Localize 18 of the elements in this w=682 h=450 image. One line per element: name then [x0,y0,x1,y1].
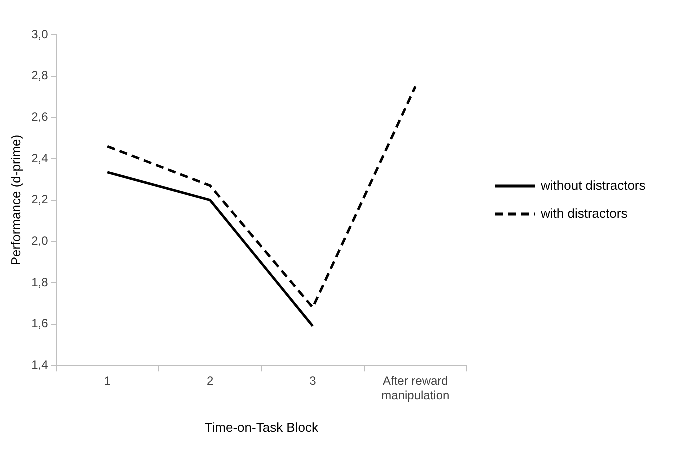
y-tick-label: 3,0 [32,27,49,42]
y-tick-label: 1,8 [32,275,49,290]
y-tick-label: 1,6 [32,316,49,331]
x-tick-label: 3 [310,374,317,388]
y-tick-label: 2,8 [32,68,49,83]
y-tick-label: 2,4 [32,151,49,166]
y-tick-label: 1,4 [32,358,49,372]
y-tick-label: 2,2 [32,192,49,207]
y-tick-label: 2,0 [32,234,49,248]
legend-label: with distractors [540,206,628,221]
line-series [106,85,417,309]
x-tick-label: After reward manipulation [382,374,450,403]
y-tick-label: 2,6 [32,110,49,124]
x-axis-title: Time-on-Task Block [204,420,319,435]
y-axis-title: Performance (d-prime) [8,134,24,266]
legend-label: without distractors [540,178,646,193]
x-tick-label: 2 [206,374,214,388]
x-tick-label: 1 [104,374,112,388]
